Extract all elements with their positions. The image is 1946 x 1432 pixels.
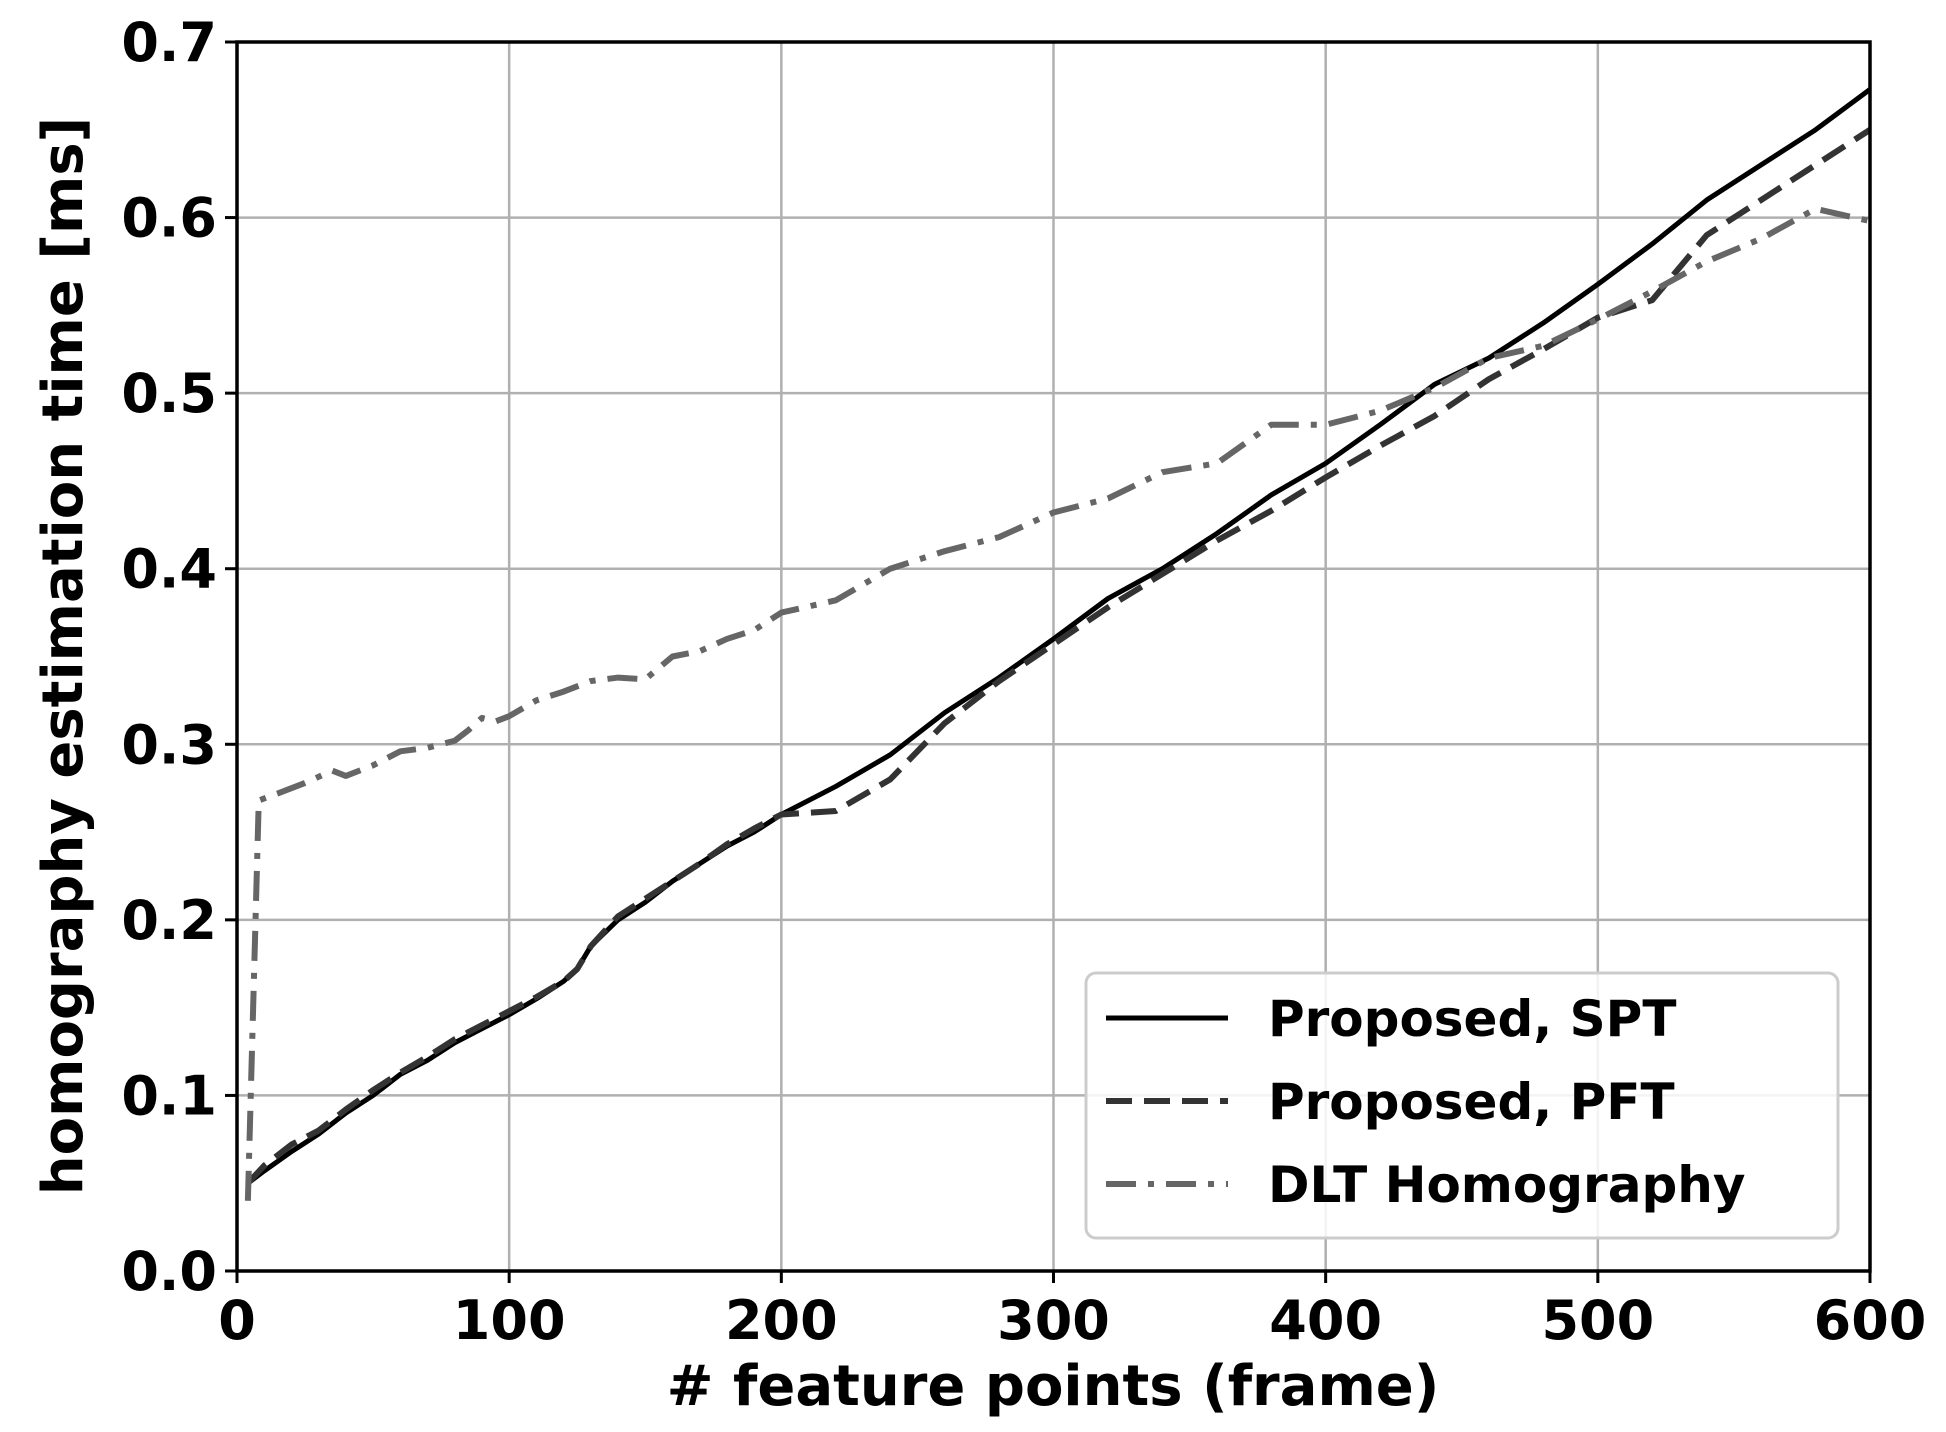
legend-label-dlt-homography: DLT Homography: [1268, 1156, 1745, 1214]
grid: [235, 40, 1872, 1273]
y-tick-label: 0.4: [121, 538, 217, 601]
series-line-dlt-homography: [244, 205, 1870, 1201]
x-tick-label: 400: [1269, 1289, 1382, 1352]
legend-box: [1084, 971, 1840, 1240]
x-tick-label: 0: [218, 1289, 256, 1352]
x-axis-label: # feature points (frame): [667, 1354, 1440, 1419]
y-tick-label: 0.0: [121, 1240, 217, 1303]
y-axis-label: homography estimation time [ms]: [31, 117, 96, 1196]
series-line-proposed-pft: [245, 127, 1870, 1186]
x-tick-label: 600: [1814, 1289, 1927, 1352]
y-tick-label: 0.6: [121, 187, 217, 250]
legend: Proposed, SPT Proposed, PFT DLT Homograp…: [1084, 971, 1840, 1240]
y-tick-label: 0.3: [121, 713, 217, 776]
x-tick-label: 500: [1541, 1289, 1654, 1352]
y-tick-label: 0.7: [121, 11, 217, 74]
y-tick-label: 0.2: [121, 889, 217, 952]
x-tick-label: 100: [453, 1289, 566, 1352]
legend-label-proposed-spt: Proposed, SPT: [1268, 990, 1676, 1048]
y-tick-label: 0.1: [121, 1064, 217, 1127]
x-tick-label: 200: [725, 1289, 838, 1352]
legend-label-proposed-pft: Proposed, PFT: [1268, 1073, 1675, 1131]
series-group: [244, 87, 1870, 1201]
y-tick-label: 0.5: [121, 362, 217, 425]
ticks: 0 100 200 300 400 500 600 0.0 0.1 0.2 0.3 0.4 0.5 0.6…: [121, 11, 1926, 1352]
x-tick-label: 300: [997, 1289, 1110, 1352]
